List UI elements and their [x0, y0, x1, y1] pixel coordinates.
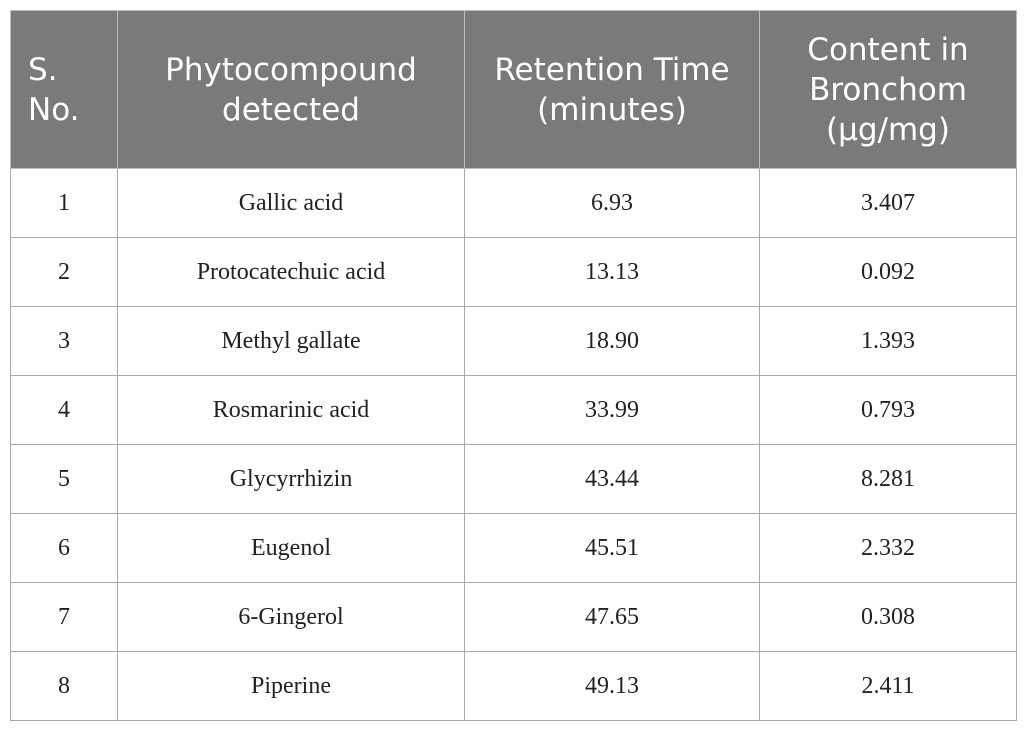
cell-phytocompound: Gallic acid [117, 168, 465, 238]
cell-content: 2.411 [759, 651, 1017, 721]
cell-phytocompound: Protocatechuic acid [117, 237, 465, 307]
table-row: 6 Eugenol 45.51 2.332 [10, 513, 1017, 583]
cell-retention-time: 47.65 [464, 582, 760, 652]
cell-serial-number: 1 [10, 168, 118, 238]
cell-phytocompound: 6-Gingerol [117, 582, 465, 652]
cell-phytocompound: Rosmarinic acid [117, 375, 465, 445]
table-body: 1 Gallic acid 6.93 3.407 2 Protocatechui… [10, 168, 1017, 721]
phytocompound-table-container: S. No. Phytocompound detected Retention … [10, 10, 1017, 722]
cell-serial-number: 7 [10, 582, 118, 652]
table-row: 3 Methyl gallate 18.90 1.393 [10, 306, 1017, 376]
cell-content: 2.332 [759, 513, 1017, 583]
cell-retention-time: 33.99 [464, 375, 760, 445]
cell-retention-time: 43.44 [464, 444, 760, 514]
cell-content: 8.281 [759, 444, 1017, 514]
cell-content: 3.407 [759, 168, 1017, 238]
table-row: 8 Piperine 49.13 2.411 [10, 651, 1017, 721]
cell-serial-number: 2 [10, 237, 118, 307]
cell-serial-number: 3 [10, 306, 118, 376]
table-header: S. No. Phytocompound detected Retention … [10, 10, 1017, 169]
cell-phytocompound: Glycyrrhizin [117, 444, 465, 514]
header-content: Content in Bronchom (µg/mg) [759, 10, 1017, 169]
cell-phytocompound: Methyl gallate [117, 306, 465, 376]
cell-content: 0.308 [759, 582, 1017, 652]
table-row: 1 Gallic acid 6.93 3.407 [10, 168, 1017, 238]
cell-retention-time: 13.13 [464, 237, 760, 307]
cell-phytocompound: Eugenol [117, 513, 465, 583]
cell-serial-number: 5 [10, 444, 118, 514]
cell-serial-number: 4 [10, 375, 118, 445]
header-retention-time: Retention Time (minutes) [464, 10, 760, 169]
cell-retention-time: 45.51 [464, 513, 760, 583]
cell-retention-time: 49.13 [464, 651, 760, 721]
header-serial-number: S. No. [10, 10, 118, 169]
header-row: S. No. Phytocompound detected Retention … [10, 10, 1017, 169]
cell-serial-number: 6 [10, 513, 118, 583]
cell-phytocompound: Piperine [117, 651, 465, 721]
header-phytocompound: Phytocompound detected [117, 10, 465, 169]
table-row: 4 Rosmarinic acid 33.99 0.793 [10, 375, 1017, 445]
table-row: 7 6-Gingerol 47.65 0.308 [10, 582, 1017, 652]
table-row: 5 Glycyrrhizin 43.44 8.281 [10, 444, 1017, 514]
cell-serial-number: 8 [10, 651, 118, 721]
phytocompound-table: S. No. Phytocompound detected Retention … [10, 10, 1017, 721]
cell-retention-time: 6.93 [464, 168, 760, 238]
cell-content: 0.793 [759, 375, 1017, 445]
cell-retention-time: 18.90 [464, 306, 760, 376]
cell-content: 0.092 [759, 237, 1017, 307]
cell-content: 1.393 [759, 306, 1017, 376]
table-row: 2 Protocatechuic acid 13.13 0.092 [10, 237, 1017, 307]
